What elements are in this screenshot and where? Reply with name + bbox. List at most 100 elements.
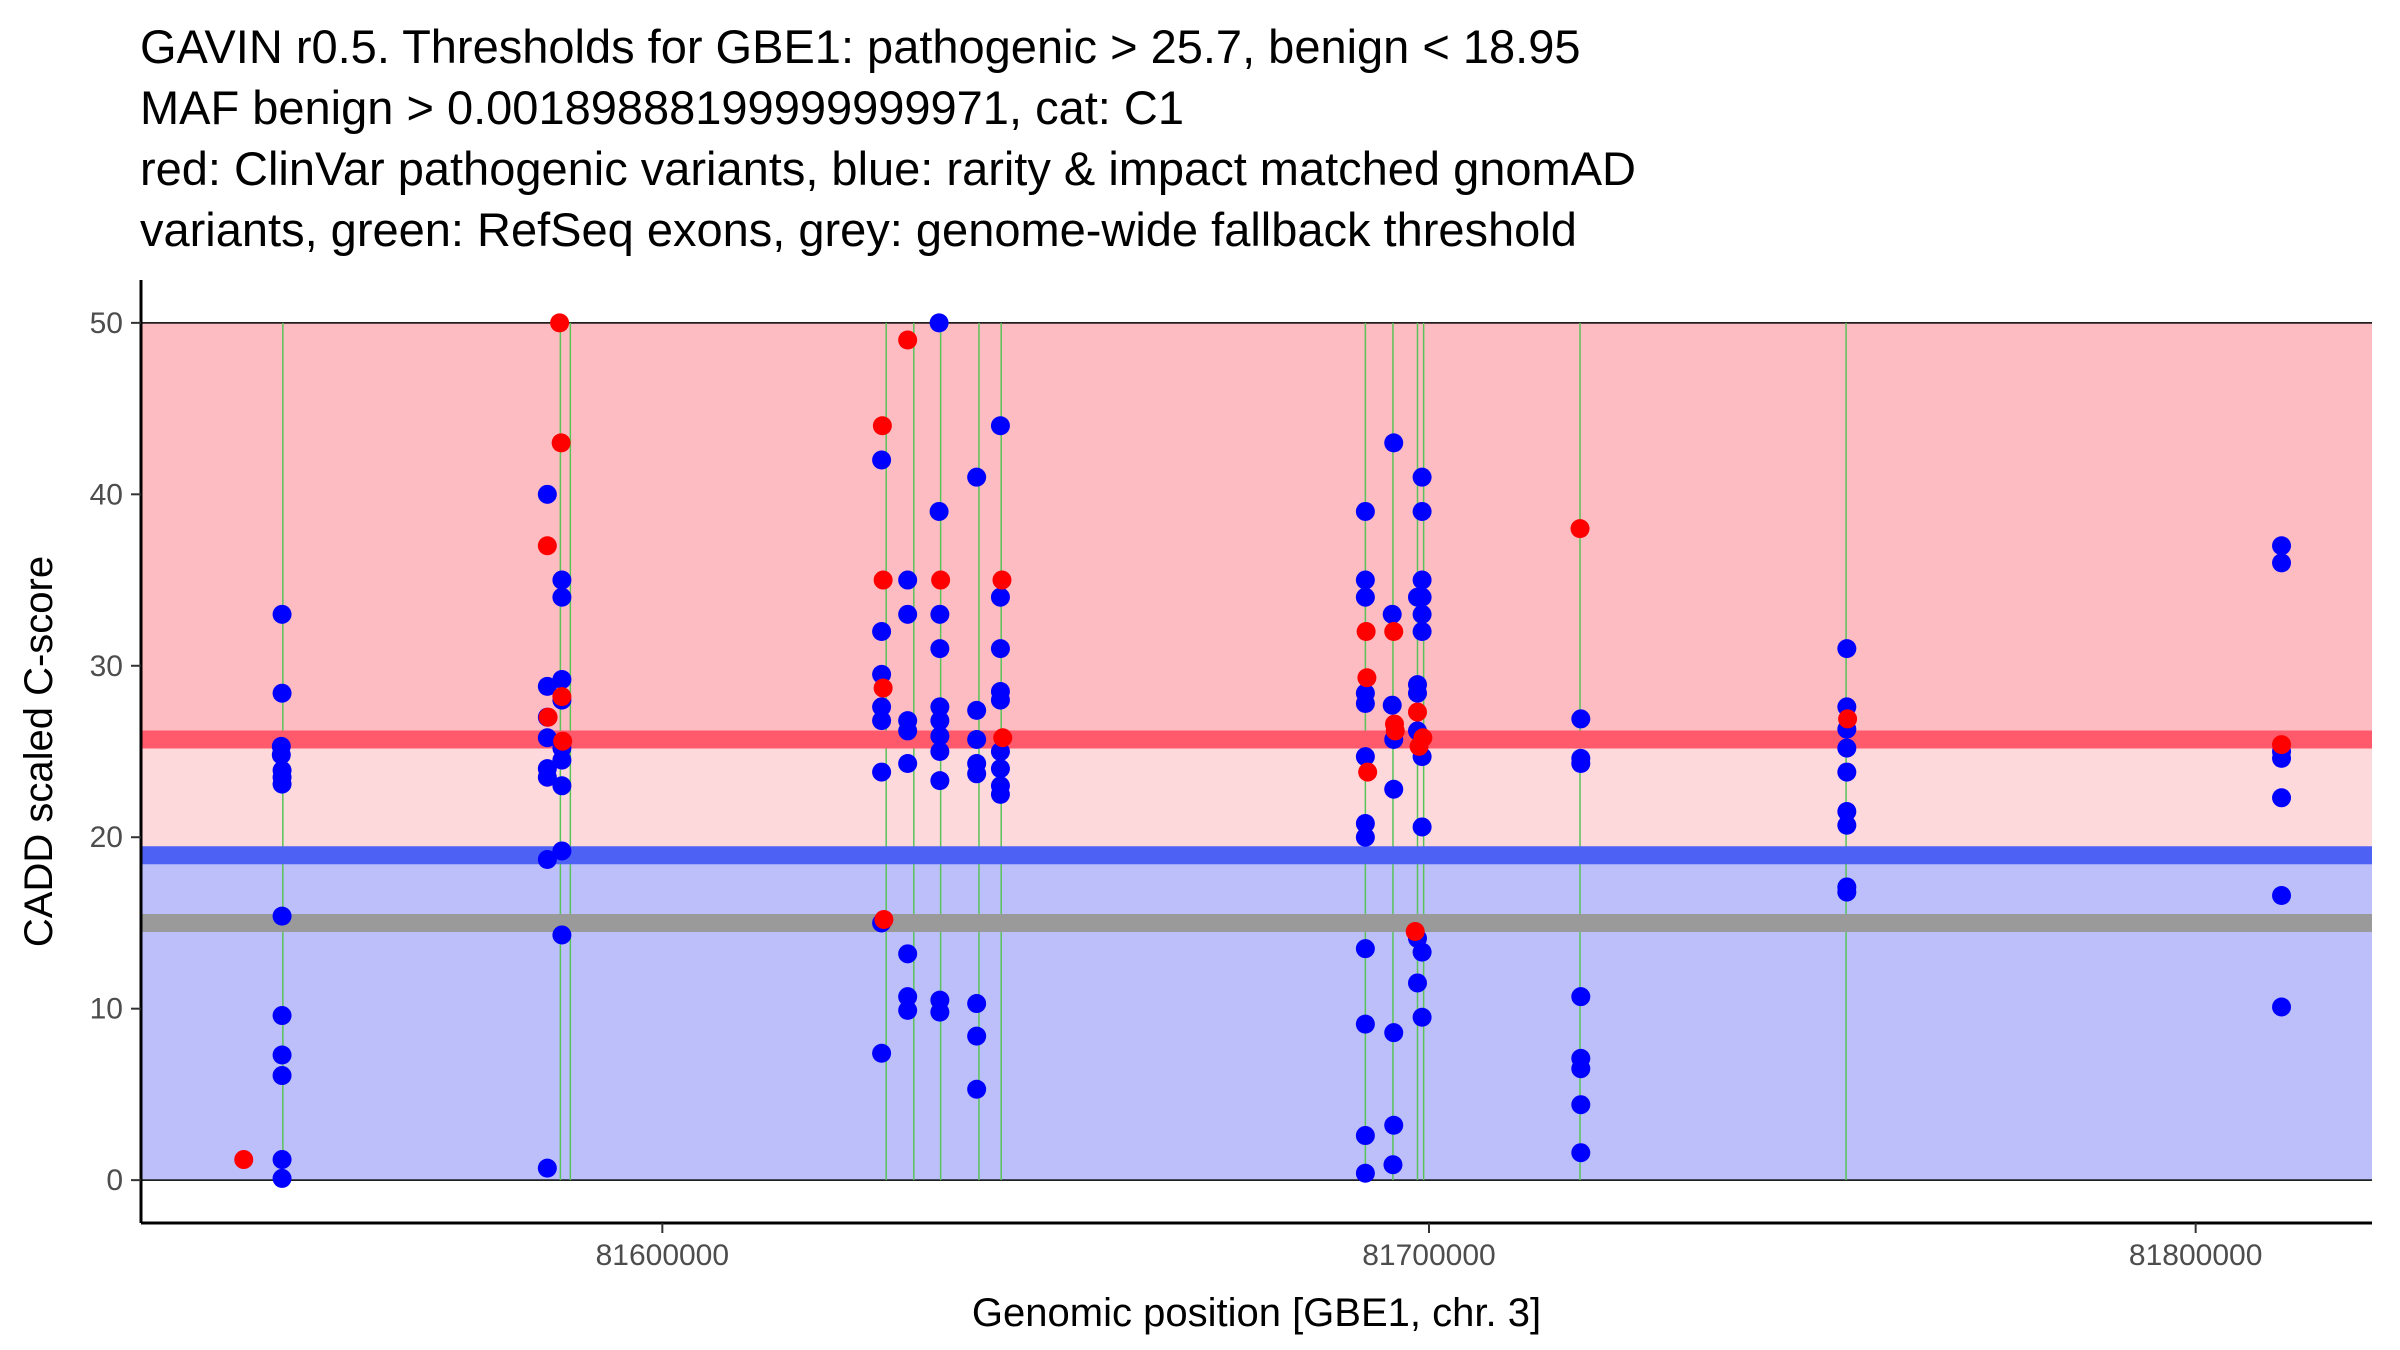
gnomad-point bbox=[1412, 942, 1432, 962]
clinvar-point bbox=[1405, 922, 1425, 942]
gnomad-point bbox=[967, 1026, 987, 1046]
gnomad-point bbox=[929, 501, 949, 521]
clinvar-point bbox=[538, 707, 558, 727]
gnomad-point bbox=[1412, 570, 1432, 590]
gnomad-point bbox=[967, 467, 987, 487]
gnomad-point bbox=[1355, 747, 1375, 767]
gnomad-point bbox=[929, 313, 949, 333]
gnomad-point bbox=[272, 1045, 292, 1065]
gnomad-point bbox=[898, 604, 918, 624]
clinvar-point bbox=[872, 416, 892, 436]
gnomad-point bbox=[872, 697, 892, 717]
gnomad-point bbox=[1412, 467, 1432, 487]
gnomad-point bbox=[1571, 1143, 1591, 1163]
y-axis-title: CADD scaled C-score bbox=[17, 556, 61, 947]
gnomad-point bbox=[552, 587, 572, 607]
gnomad-point bbox=[872, 621, 892, 641]
title-line-2: MAF benign > 0.00189888199999999971, cat… bbox=[140, 81, 1184, 134]
clinvar-point bbox=[550, 313, 570, 333]
gnomad-point bbox=[1412, 1007, 1432, 1027]
gnomad-point bbox=[990, 416, 1010, 436]
gnomad-point bbox=[967, 1079, 987, 1099]
clinvar-point bbox=[2272, 735, 2292, 755]
gnomad-point bbox=[872, 664, 892, 684]
gnomad-point bbox=[990, 690, 1010, 710]
uncertain-zone bbox=[141, 739, 2372, 856]
clinvar-point bbox=[1357, 668, 1377, 688]
gnomad-point bbox=[1384, 1115, 1404, 1135]
gnomad-point bbox=[552, 570, 572, 590]
gnomad-point bbox=[272, 683, 292, 703]
gnomad-point bbox=[552, 750, 572, 770]
gnomad-point bbox=[552, 669, 572, 689]
gnomad-point bbox=[272, 1168, 292, 1188]
gnomad-point bbox=[1412, 501, 1432, 521]
clinvar-point bbox=[873, 570, 893, 590]
gnomad-point bbox=[2272, 788, 2292, 808]
x-tick-label: 81800000 bbox=[2129, 1239, 2262, 1272]
gnomad-point bbox=[898, 754, 918, 774]
gnomad-point bbox=[1382, 604, 1402, 624]
pathogenic-zone bbox=[141, 322, 2372, 740]
gnomad-point bbox=[930, 1002, 950, 1022]
clinvar-point bbox=[898, 330, 918, 350]
gnomad-point bbox=[930, 742, 950, 761]
gnomad-point bbox=[1837, 639, 1857, 659]
gnomad-point bbox=[272, 1006, 292, 1026]
gnomad-point bbox=[898, 570, 918, 590]
gnomad-point bbox=[967, 700, 987, 720]
axes bbox=[139, 280, 2372, 1225]
clinvar-point bbox=[553, 731, 573, 751]
gnomad-point bbox=[930, 697, 950, 717]
gnomad-point bbox=[967, 729, 987, 749]
clinvar-point bbox=[1385, 721, 1405, 741]
threshold-lines bbox=[141, 730, 2372, 932]
gnomad-point bbox=[1837, 762, 1857, 782]
gnomad-point bbox=[1384, 433, 1404, 453]
chart-title: GAVIN r0.5. Thresholds for GBE1: pathoge… bbox=[140, 16, 1636, 260]
clinvar-point bbox=[552, 687, 572, 707]
gnomad-point bbox=[1412, 604, 1432, 624]
gnomad-point bbox=[2272, 997, 2292, 1017]
gnomad-point bbox=[272, 1150, 292, 1170]
title-line-1: GAVIN r0.5. Thresholds for GBE1: pathoge… bbox=[140, 20, 1581, 73]
x-axis-title: Genomic position [GBE1, chr. 3] bbox=[972, 1291, 1541, 1335]
y-axis-ticks: 0 10 20 30 40 50 bbox=[90, 307, 141, 1197]
gnomad-point bbox=[1384, 779, 1404, 799]
gnomad-point bbox=[1408, 683, 1427, 703]
gnomad-point bbox=[2272, 748, 2292, 768]
clinvar-point bbox=[993, 728, 1013, 748]
gnomad-point bbox=[990, 784, 1010, 804]
gnomad-point bbox=[967, 994, 987, 1014]
gnomad-point bbox=[930, 639, 950, 659]
gnomad-point bbox=[1382, 695, 1402, 715]
clinvar-point bbox=[874, 910, 894, 930]
gnomad-point bbox=[872, 762, 892, 782]
gnomad-point bbox=[537, 728, 557, 748]
gnomad-point bbox=[930, 604, 950, 624]
x-tick-label: 81700000 bbox=[1362, 1239, 1495, 1272]
gnomad-point bbox=[1571, 754, 1591, 774]
gnomad-point bbox=[1355, 827, 1375, 847]
gnomad-point bbox=[1383, 1155, 1403, 1175]
clinvar-point bbox=[1838, 709, 1858, 729]
y-tick-label: 40 bbox=[90, 478, 123, 511]
gnomad-point bbox=[898, 1000, 918, 1020]
gnomad-point bbox=[1355, 939, 1375, 959]
gnomad-point bbox=[552, 925, 572, 945]
gnomad-point bbox=[990, 587, 1010, 607]
gnomad-point bbox=[272, 774, 292, 794]
gnomad-point bbox=[537, 484, 557, 504]
gnomad-point bbox=[1355, 1014, 1375, 1034]
gnomad-point bbox=[1355, 814, 1375, 834]
clinvar-point bbox=[1413, 728, 1433, 748]
gnomad-point bbox=[552, 841, 572, 861]
gnomad-point bbox=[272, 906, 292, 926]
clinvar-point bbox=[1358, 762, 1378, 782]
gnomad-point bbox=[1837, 882, 1857, 902]
clinvar-point bbox=[931, 570, 951, 590]
title-line-4: variants, green: RefSeq exons, grey: gen… bbox=[140, 203, 1577, 256]
gnomad-point bbox=[1837, 802, 1857, 822]
clinvar-point bbox=[234, 1150, 254, 1170]
